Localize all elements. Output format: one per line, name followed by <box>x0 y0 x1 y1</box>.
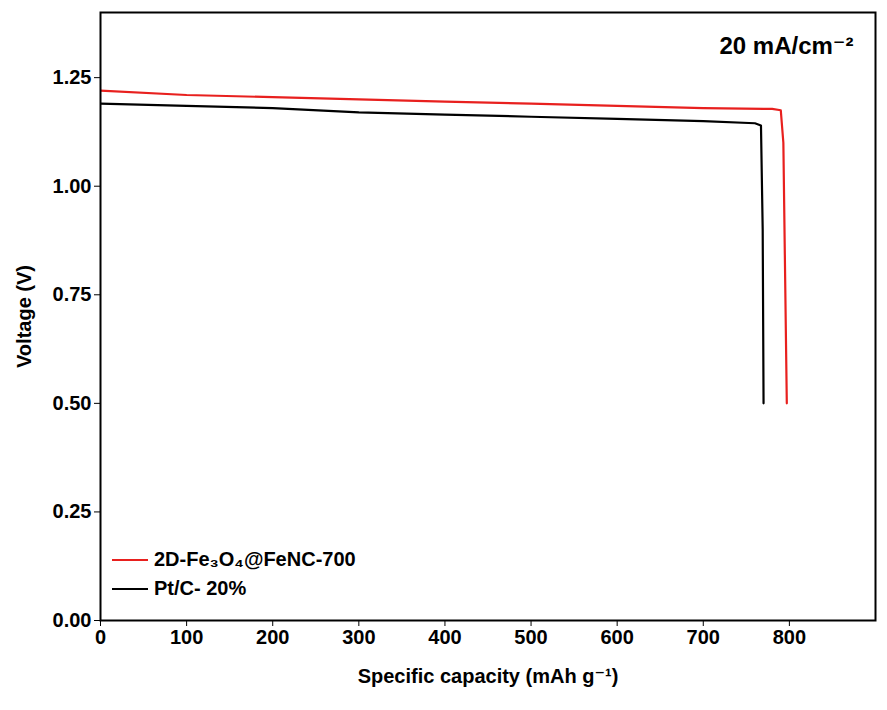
svg-text:0.25: 0.25 <box>53 500 92 522</box>
svg-text:Voltage (V): Voltage (V) <box>13 265 35 368</box>
svg-text:0.50: 0.50 <box>53 392 92 414</box>
svg-text:Specific capacity (mAh g⁻¹): Specific capacity (mAh g⁻¹) <box>358 665 619 687</box>
svg-text:400: 400 <box>428 626 461 648</box>
svg-text:300: 300 <box>342 626 375 648</box>
svg-text:500: 500 <box>514 626 547 648</box>
svg-text:600: 600 <box>600 626 633 648</box>
svg-text:100: 100 <box>170 626 203 648</box>
svg-text:1.25: 1.25 <box>53 66 92 88</box>
svg-text:0.00: 0.00 <box>53 609 92 631</box>
svg-text:20 mA/cm⁻²: 20 mA/cm⁻² <box>719 32 853 59</box>
svg-text:0.75: 0.75 <box>53 283 92 305</box>
svg-text:700: 700 <box>687 626 720 648</box>
svg-text:800: 800 <box>773 626 806 648</box>
html-text:Pt/C- 20%: Pt/C- 20% <box>154 577 247 599</box>
svg-text:1.00: 1.00 <box>53 175 92 197</box>
html-text:2D-Fe₃O₄@FeNC-700: 2D-Fe₃O₄@FeNC-700 <box>154 548 356 570</box>
svg-text:0: 0 <box>95 626 106 648</box>
svg-text:200: 200 <box>256 626 289 648</box>
